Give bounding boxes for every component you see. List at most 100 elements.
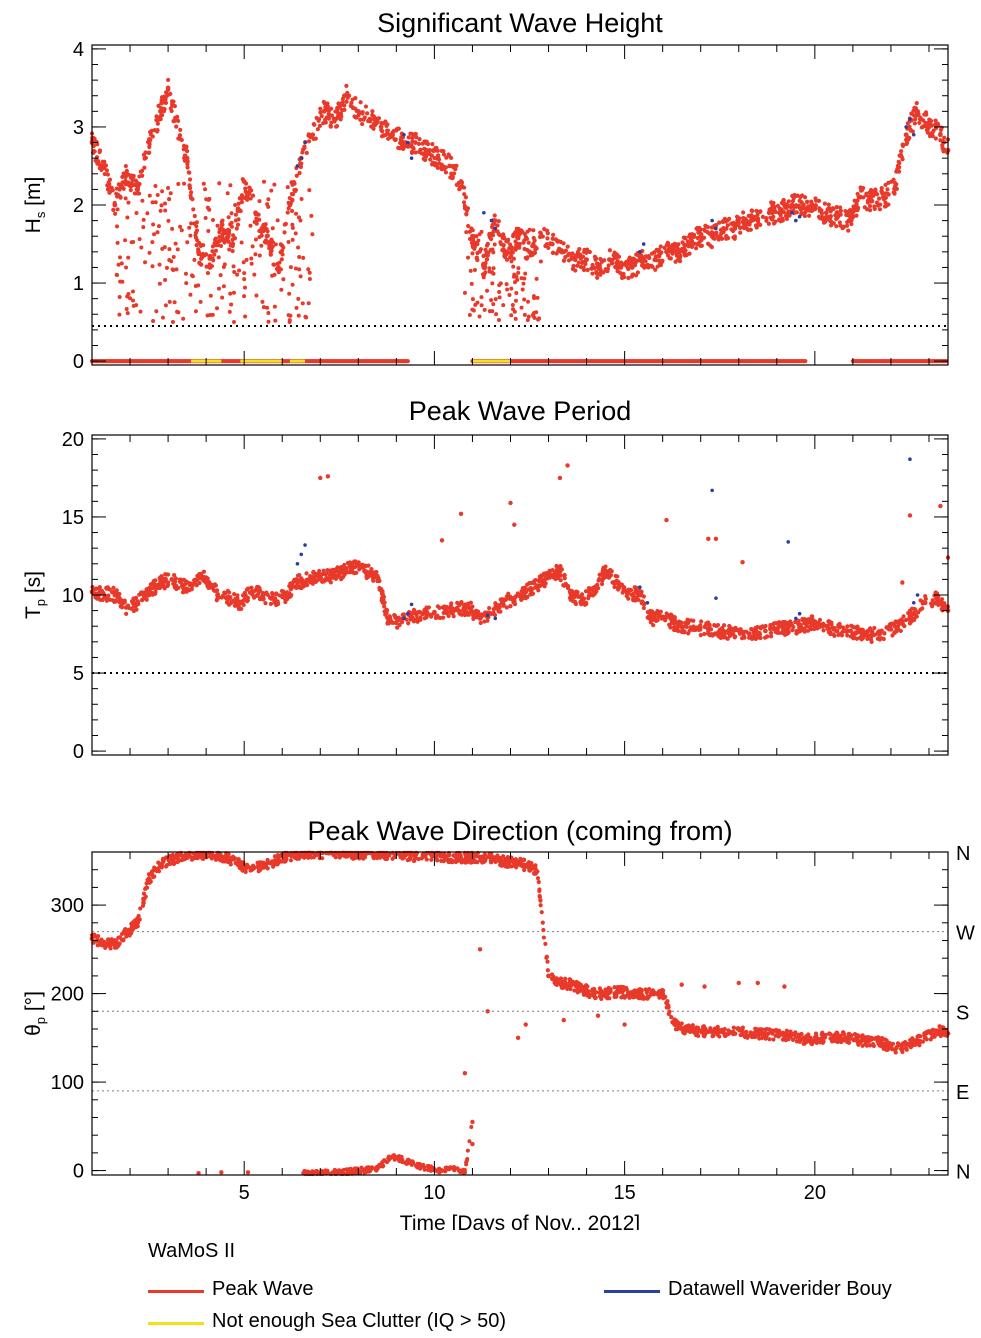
peak-wave-point	[439, 162, 444, 167]
peak-wave-point	[801, 1041, 806, 1046]
peak-wave-point	[126, 200, 131, 205]
peak-wave-point	[365, 111, 370, 116]
peak-wave-point	[167, 197, 172, 202]
peak-wave-point	[693, 246, 699, 251]
peak-wave-point	[264, 226, 269, 232]
peak-wave-point	[731, 235, 736, 240]
peak-wave-point	[225, 191, 230, 196]
peak-wave-point	[229, 302, 234, 307]
peak-wave-point	[589, 266, 594, 271]
peak-wave-point	[350, 97, 355, 102]
peak-wave-point	[484, 243, 490, 248]
peak-wave-point	[127, 183, 132, 188]
peak-wave-point	[595, 265, 601, 270]
peak-wave-point	[719, 236, 725, 241]
peak-wave-point	[424, 147, 430, 153]
peak-wave-point	[338, 113, 343, 119]
peak-wave-point	[479, 229, 484, 234]
peak-wave-point	[664, 249, 669, 255]
peak-wave-point	[102, 171, 107, 177]
peak-wave-point	[272, 304, 277, 309]
peak-wave-point	[574, 253, 579, 258]
peak-wave-point	[469, 281, 474, 286]
peak-wave-point	[698, 633, 703, 638]
peak-wave-point	[774, 626, 780, 632]
peak-wave-point	[805, 199, 810, 205]
peak-wave-point	[629, 258, 634, 263]
peak-wave-point	[153, 184, 158, 189]
peak-wave-point	[166, 218, 171, 223]
peak-wave-point	[381, 120, 386, 126]
peak-wave-point	[672, 245, 677, 250]
peak-wave-point	[220, 295, 225, 300]
peak-wave-point	[162, 245, 167, 250]
peak-wave-point	[119, 605, 125, 610]
peak-wave-point	[289, 180, 294, 185]
peak-wave-point	[573, 601, 578, 606]
peak-wave-point	[378, 124, 384, 130]
peak-wave-point	[207, 265, 213, 270]
peak-wave-point	[139, 245, 144, 250]
peak-wave-point	[820, 623, 825, 629]
peak-wave-point	[620, 275, 625, 281]
peak-wave-point	[363, 569, 369, 574]
peak-wave-point	[464, 230, 469, 235]
peak-wave-point	[461, 200, 467, 205]
peak-wave-point	[894, 169, 899, 174]
peak-wave-point	[869, 630, 874, 635]
peak-wave-point	[249, 589, 255, 595]
peak-wave-point	[545, 236, 550, 241]
peak-wave-point	[561, 258, 567, 263]
peak-wave-point	[502, 253, 507, 258]
peak-wave-point	[260, 592, 266, 598]
peak-wave-point	[794, 210, 799, 215]
peak-wave-point	[877, 207, 883, 212]
peak-wave-point	[449, 601, 454, 606]
peak-wave-point	[725, 636, 730, 641]
peak-wave-point	[325, 567, 330, 573]
y-tick-label: 3	[73, 117, 84, 139]
peak-wave-point	[296, 245, 301, 250]
peak-wave-point	[641, 594, 646, 599]
peak-wave-point	[812, 206, 818, 212]
peak-wave-point	[754, 208, 759, 214]
peak-wave-point	[601, 270, 606, 275]
peak-wave-point	[411, 607, 417, 612]
peak-wave-point	[613, 255, 619, 260]
peak-wave-point	[496, 219, 501, 224]
peak-wave-point	[568, 592, 574, 598]
peak-wave-point	[100, 597, 105, 603]
peak-wave-point	[147, 250, 152, 255]
peak-wave-point	[192, 213, 197, 219]
peak-wave-point	[771, 214, 776, 219]
peak-wave-point	[517, 593, 522, 599]
peak-wave-point	[218, 273, 223, 278]
peak-wave-point	[492, 242, 497, 247]
peak-wave-point	[514, 243, 519, 248]
buoy-point	[794, 218, 798, 223]
peak-wave-point	[751, 630, 757, 635]
peak-wave-point	[206, 585, 211, 590]
peak-wave-point	[261, 179, 266, 184]
peak-wave-point	[213, 248, 218, 253]
peak-wave-point	[409, 149, 415, 154]
peak-wave-point	[732, 226, 738, 231]
peak-wave-point	[133, 178, 138, 183]
peak-wave-point	[639, 253, 644, 259]
peak-wave-point	[250, 193, 256, 198]
peak-wave-point	[634, 259, 639, 264]
peak-wave-point	[615, 574, 620, 579]
peak-wave-point	[317, 123, 323, 128]
peak-wave-point	[380, 590, 385, 595]
peak-wave-point	[413, 131, 418, 136]
peak-wave-point	[441, 615, 446, 620]
peak-wave-point	[124, 265, 129, 270]
peak-wave-point	[823, 219, 828, 225]
peak-wave-point	[653, 267, 658, 272]
peak-wave-point	[680, 240, 685, 245]
peak-wave-point	[165, 85, 171, 91]
peak-wave-point	[575, 593, 581, 598]
peak-wave-point	[242, 277, 247, 282]
peak-wave-point	[467, 236, 472, 241]
